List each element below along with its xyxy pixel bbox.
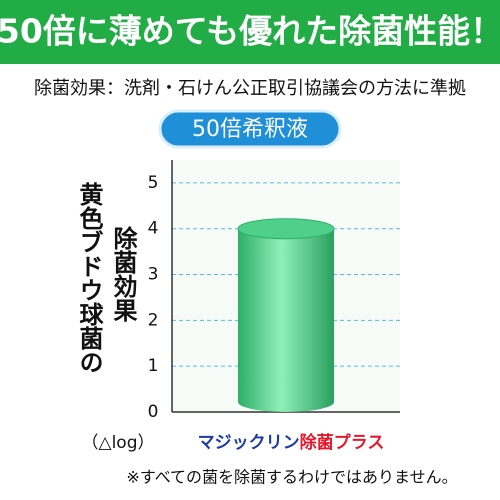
x-tick-label: マジックリン除菌プラス <box>198 432 385 453</box>
condition-pill <box>158 109 342 149</box>
bar-top <box>237 218 335 240</box>
y-tick-label: 4 <box>148 219 159 239</box>
title: 50倍に薄めても優れた除菌性能！ <box>0 12 500 51</box>
y-tick-label: 1 <box>148 356 159 376</box>
y-tick-label: 5 <box>148 173 159 193</box>
x-tick-label-part: マジックリン <box>198 433 300 453</box>
y-tick-label: 2 <box>148 310 159 330</box>
y-tick-label: 0 <box>148 402 159 422</box>
y-label-line: 黄色ブドウ球菌の <box>75 182 103 374</box>
x-tick-label-part: 除菌プラス <box>300 432 385 453</box>
condition: 50倍希釈液 <box>192 117 308 142</box>
bar <box>238 228 334 402</box>
y-tick-label: 3 <box>148 265 159 285</box>
title-banner <box>0 0 500 64</box>
subtitle: 除菌効果：洗剤・石けん公正取引協議会の方法に準拠 <box>34 78 466 99</box>
footnote: ※すべての菌を除菌するわけではありません。 <box>126 468 457 487</box>
y-label-line: 除菌効果 <box>109 225 137 322</box>
y-unit: （△log） <box>82 433 155 453</box>
